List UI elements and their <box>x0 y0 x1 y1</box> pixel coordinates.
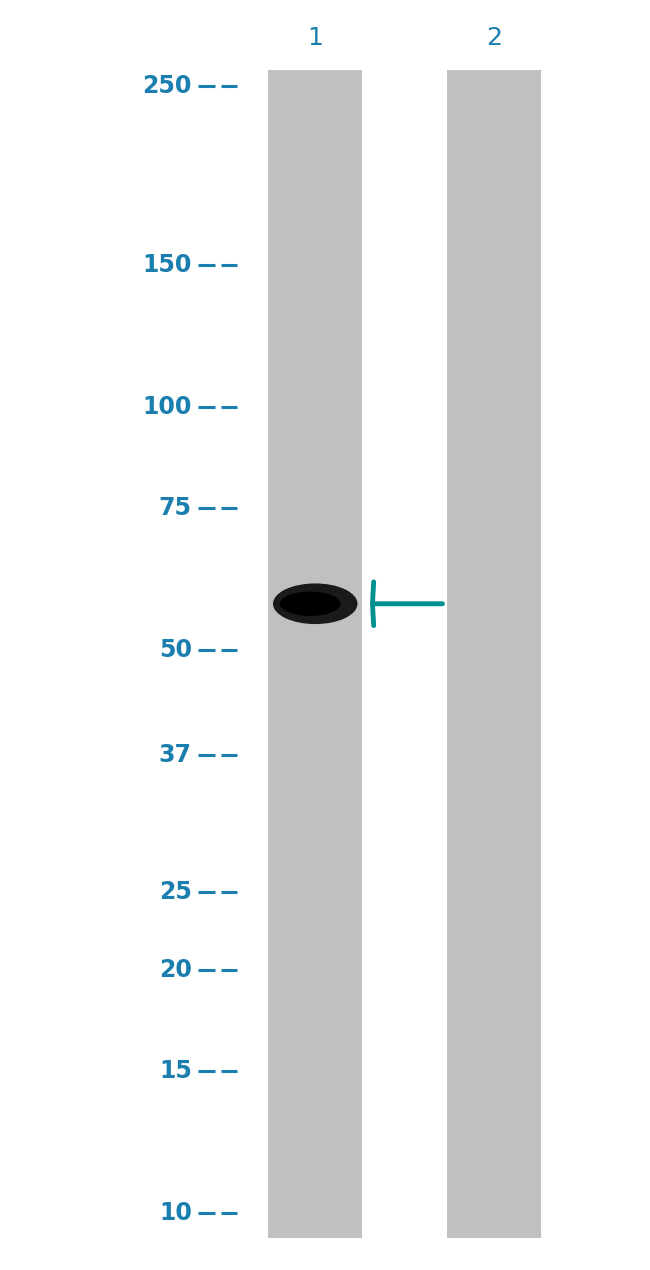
Text: 75: 75 <box>159 495 192 519</box>
Text: 25: 25 <box>159 880 192 904</box>
Text: 50: 50 <box>159 638 192 662</box>
Text: 250: 250 <box>142 75 192 98</box>
Text: 2: 2 <box>486 27 502 50</box>
Text: 37: 37 <box>159 743 192 767</box>
Ellipse shape <box>273 583 358 624</box>
Text: 150: 150 <box>142 253 192 277</box>
Bar <box>447 70 541 1238</box>
Text: 20: 20 <box>159 959 192 982</box>
Text: 1: 1 <box>307 27 323 50</box>
Text: 15: 15 <box>159 1059 192 1083</box>
Text: 100: 100 <box>142 395 192 419</box>
Text: 10: 10 <box>159 1201 192 1224</box>
Ellipse shape <box>280 592 341 616</box>
Bar <box>268 70 363 1238</box>
